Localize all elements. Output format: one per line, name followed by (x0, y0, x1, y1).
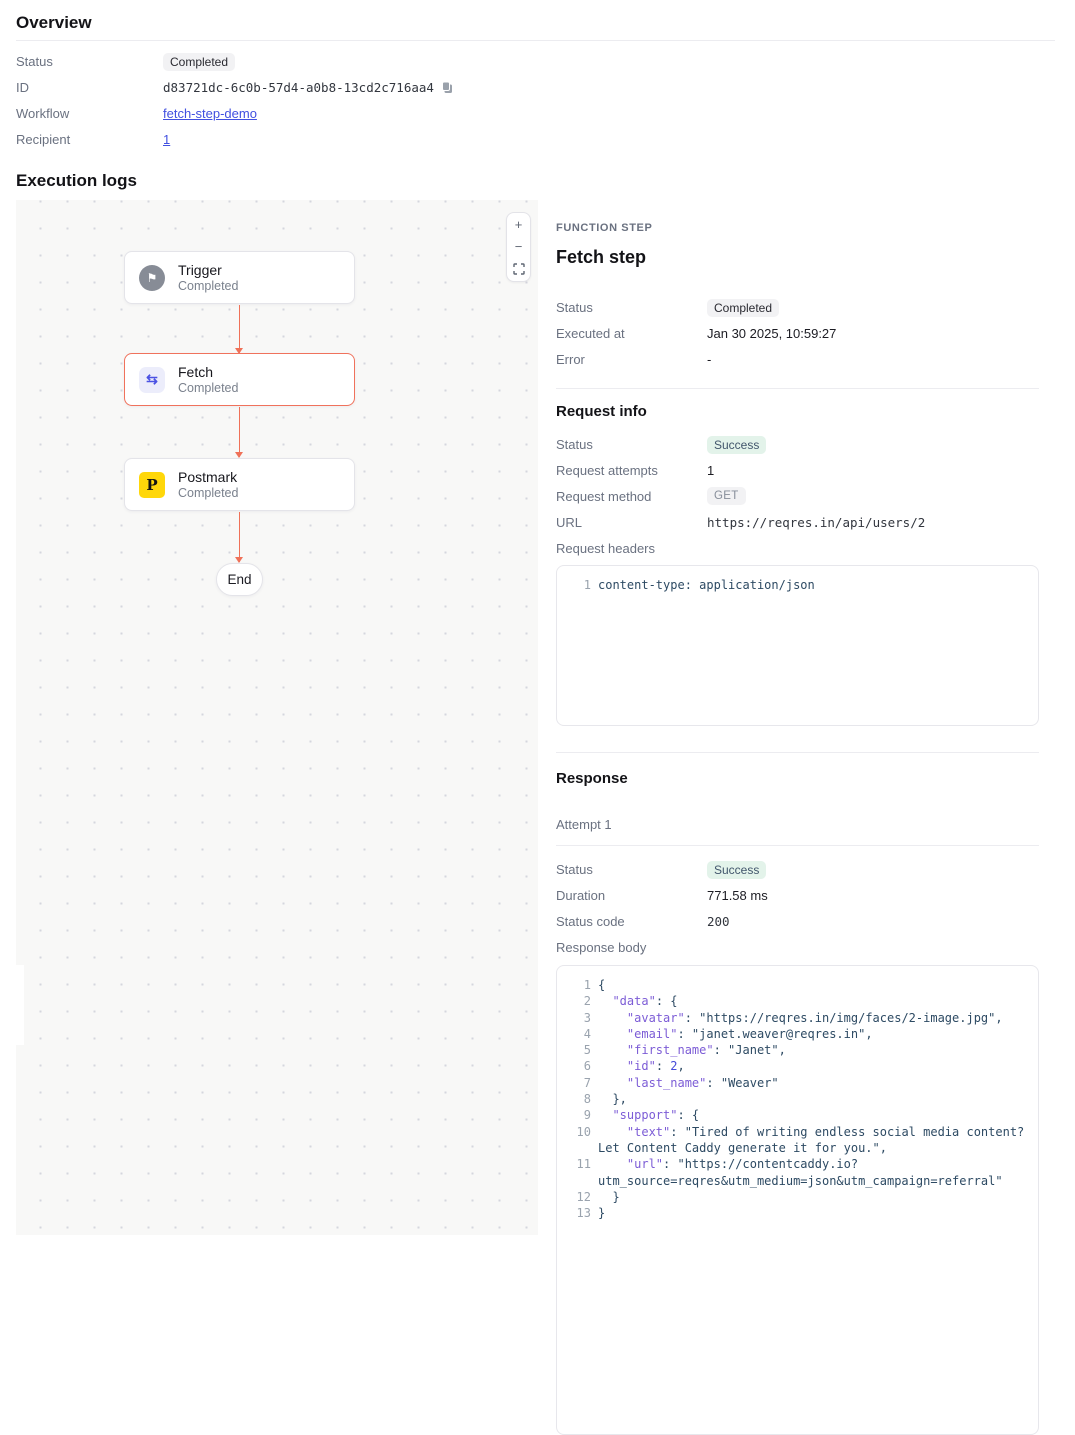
node-title: Postmark (178, 468, 238, 485)
status-code-value: 200 (707, 913, 730, 929)
copy-icon (441, 81, 454, 94)
code-line: 1{ (583, 978, 606, 992)
overview-rows: Status Completed ID d83721dc-6c0b-57d4-a… (16, 49, 636, 152)
step-type-label: FUNCTION STEP (556, 222, 653, 234)
row-executed-at: Executed at Jan 30 2025, 10:59:27 (556, 326, 837, 342)
execution-detail-page: Overview Status Completed ID d83721dc-6c… (0, 13, 1055, 1435)
row-error: Error - (556, 351, 712, 367)
row-label: Recipient (16, 131, 71, 147)
code-line: 13} (576, 1206, 606, 1221)
code-line: 12 } (576, 1189, 620, 1204)
row-response-body-label: Response body (556, 939, 647, 955)
flow-edge (236, 407, 243, 458)
request-info-rows: Status Success Request attempts 1 Reques… (556, 432, 1039, 561)
fit-view-icon (512, 263, 525, 275)
divider (556, 388, 1039, 389)
row-label: Workflow (16, 105, 70, 121)
recipient-link[interactable]: 1 (163, 131, 171, 147)
end-label: End (227, 572, 252, 587)
flow-node-end: End (216, 563, 263, 596)
code-line: 8 }, (583, 1092, 627, 1107)
swap-arrows-icon: ⇆ (139, 366, 165, 393)
canvas-controls: + − (506, 212, 531, 282)
node-status: Completed (178, 485, 239, 500)
zoom-in-button[interactable]: + (507, 213, 530, 236)
flow-node-trigger[interactable]: ⚑ Trigger Completed (124, 251, 355, 304)
request-info-title: Request info (556, 403, 647, 420)
response-rows: Status Success Duration 771.58 ms Status… (556, 857, 1039, 960)
code-line: utm_source=reqres&utm_medium=json&utm_ca… (598, 1173, 1003, 1188)
node-title: Trigger (178, 261, 222, 278)
overview-title: Overview (16, 13, 92, 32)
request-headers-code-block: 1 content-type: application/json (556, 565, 1039, 726)
code-line: 3 "avatar": "https://reqres.in/img/faces… (583, 1010, 1003, 1025)
step-summary-rows: Status Completed Executed at Jan 30 2025… (556, 295, 1039, 372)
minus-icon: − (514, 239, 523, 255)
overview-row-workflow: Workflow fetch-step-demo (16, 101, 636, 127)
row-duration: Duration 771.58 ms (556, 888, 768, 904)
code-line: 4 "email": "janet.weaver@reqres.in", (583, 1026, 873, 1041)
duration-value: 771.58 ms (707, 888, 768, 904)
transaction-id: d83721dc-6c0b-57d4-a0b8-13cd2c716aa4 (163, 80, 434, 96)
zoom-out-button[interactable]: − (507, 236, 530, 259)
divider (556, 845, 1039, 846)
row-label: Status (16, 54, 53, 70)
node-status: Completed (178, 278, 239, 293)
code-line: 6 "id": 2, (583, 1059, 685, 1074)
node-status: Completed (178, 380, 239, 395)
attempts-value: 1 (707, 463, 715, 479)
code-line: 11 "url": "https://contentcaddy.io? (576, 1157, 859, 1172)
status-badge: Completed (707, 298, 780, 317)
response-title: Response (556, 770, 628, 787)
canvas-overlay-patch (0, 965, 24, 1045)
execution-logs-title: Execution logs (16, 171, 137, 190)
success-badge: Success (707, 860, 767, 879)
row-label: ID (16, 80, 29, 96)
flow-node-postmark[interactable]: P Postmark Completed (124, 458, 355, 511)
step-title: Fetch step (556, 247, 647, 267)
error-value: - (707, 351, 712, 367)
row-response-status: Status Success (556, 857, 1039, 883)
code-line: Let Content Caddy generate it for you.", (598, 1140, 887, 1155)
code-line: 5 "first_name": "Janet", (583, 1043, 786, 1058)
flow-edge (236, 305, 243, 354)
code-line: 7 "last_name": "Weaver" (583, 1075, 779, 1090)
overview-row-recipient: Recipient 1 (16, 126, 636, 152)
divider (16, 40, 1055, 41)
code-line: 9 "support": { (583, 1108, 700, 1123)
row-request-status: Status Success (556, 432, 1039, 458)
copy-id-button[interactable] (441, 81, 454, 94)
step-detail-panel: FUNCTION STEP Fetch step Status Complete… (556, 200, 1039, 1435)
success-badge: Success (707, 435, 767, 454)
node-title: Fetch (178, 363, 214, 380)
response-body-code-block: 1{ 2 "data": {3 "avatar": "https://reqres… (556, 965, 1039, 1435)
overview-row-id: ID d83721dc-6c0b-57d4-a0b8-13cd2c716aa4 (16, 75, 636, 101)
row-status-code: Status code 200 (556, 913, 730, 929)
row-request-attempts: Request attempts 1 (556, 463, 715, 479)
overview-row-status: Status Completed (16, 49, 636, 75)
method-badge: GET (707, 487, 746, 506)
status-badge: Completed (163, 52, 236, 71)
code-line: 1 content-type: application/json (583, 578, 815, 592)
code-line: 2 "data": { (583, 994, 678, 1009)
workflow-canvas[interactable]: ⚑ Trigger Completed ⇆ Fetch Completed P … (16, 200, 538, 1235)
plus-icon: + (514, 216, 523, 232)
divider (556, 752, 1039, 753)
executed-at-value: Jan 30 2025, 10:59:27 (707, 326, 837, 342)
flow-node-fetch[interactable]: ⇆ Fetch Completed (124, 353, 355, 406)
flag-icon: ⚑ (139, 264, 165, 291)
attempt-label: Attempt 1 (556, 817, 612, 832)
row-request-headers-label: Request headers (556, 540, 656, 556)
fit-view-button[interactable] (507, 258, 530, 281)
row-request-method: Request method GET (556, 484, 1039, 510)
row-status: Status Completed (556, 295, 1039, 321)
workflow-link[interactable]: fetch-step-demo (163, 105, 257, 121)
request-url: https://reqres.in/api/users/2 (707, 514, 926, 530)
flow-edge (236, 512, 243, 563)
code-line: 10 "text": "Tired of writing endless soc… (576, 1124, 1025, 1139)
row-request-url: URL https://reqres.in/api/users/2 (556, 514, 926, 530)
postmark-icon: P (139, 471, 165, 498)
